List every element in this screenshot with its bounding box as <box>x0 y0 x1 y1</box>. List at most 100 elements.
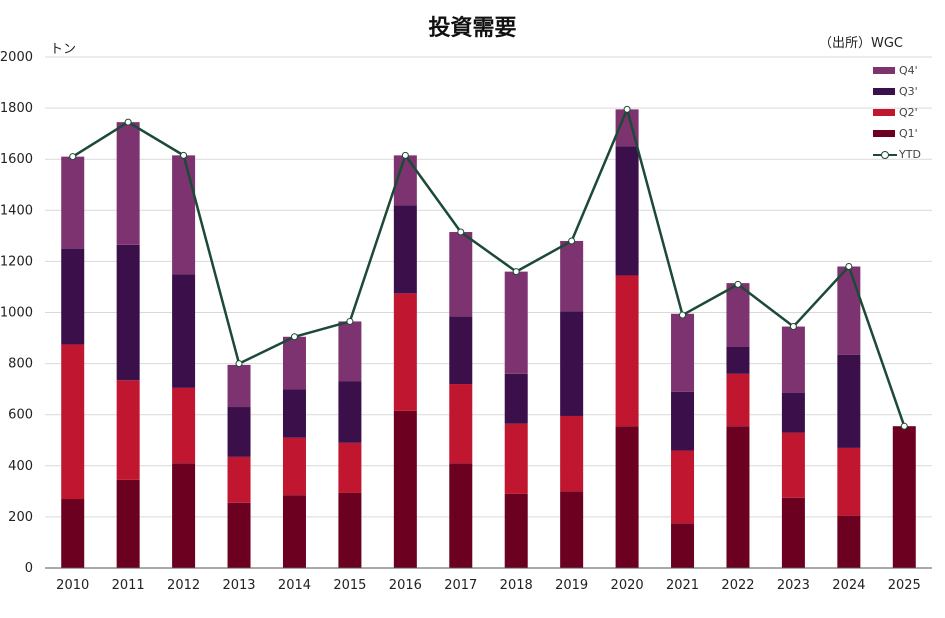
bar-2020-q3 <box>615 146 639 276</box>
bar-2014-q3 <box>282 389 306 438</box>
bar-2020-q4 <box>615 109 639 147</box>
y-tick-label: 1000 <box>0 306 33 321</box>
legend-swatch-q1 <box>873 130 895 137</box>
bar-2012-q2 <box>172 387 196 464</box>
legend-item-q4: Q4' <box>873 60 943 81</box>
ytd-point-2013 <box>235 360 243 368</box>
bar-2016-q3 <box>393 205 417 294</box>
bar-2010-q3 <box>61 248 85 345</box>
bar-2019-q2 <box>560 415 584 492</box>
bar-2024-q2 <box>837 447 861 516</box>
bar-2010-q1 <box>61 499 85 568</box>
source-note: （出所）WGC <box>818 36 903 51</box>
ytd-point-2010 <box>69 153 77 161</box>
ytd-point-2024 <box>845 263 853 271</box>
bar-2020-q2 <box>615 275 639 427</box>
bar-2024-q4 <box>837 266 861 355</box>
ytd-line <box>72 108 906 427</box>
x-tick-label: 2022 <box>721 578 754 593</box>
bar-2018-q3 <box>504 373 528 424</box>
ytd-point-2019 <box>568 237 576 245</box>
x-tick-label: 2016 <box>389 578 422 593</box>
bar-2013-q4 <box>227 364 251 408</box>
x-tick-label: 2021 <box>666 578 699 593</box>
x-tick-label: 2017 <box>444 578 477 593</box>
bar-2012-q4 <box>172 155 196 275</box>
legend-label-q1: Q1' <box>899 127 918 140</box>
legend-label-ytd: YTD <box>899 148 921 161</box>
bar-2014-q4 <box>282 336 306 390</box>
legend-label-q2: Q2' <box>899 106 918 119</box>
x-tick-label: 2018 <box>500 578 533 593</box>
x-tick-label: 2014 <box>278 578 311 593</box>
x-tick-label: 2025 <box>888 578 921 593</box>
y-tick-label: 400 <box>8 459 33 474</box>
bar-2016-q4 <box>393 155 417 206</box>
y-tick-label: 1800 <box>0 101 33 116</box>
legend-label-q3: Q3' <box>899 85 918 98</box>
legend-item-q1: Q1' <box>873 123 943 144</box>
bar-2020-q1 <box>615 426 639 568</box>
bar-2021-q1 <box>671 523 695 568</box>
bar-2011-q3 <box>116 244 140 381</box>
bar-2011-q1 <box>116 479 140 568</box>
bar-2022-q4 <box>726 283 750 347</box>
legend-swatch-q2 <box>873 109 895 116</box>
bar-2017-q3 <box>449 316 473 385</box>
ytd-point-2012 <box>180 151 188 159</box>
x-tick-label: 2010 <box>56 578 89 593</box>
bar-2015-q4 <box>338 321 362 382</box>
bar-2017-q4 <box>449 232 473 317</box>
x-tick-label: 2019 <box>555 578 588 593</box>
bar-2012-q1 <box>172 463 196 568</box>
chart-title: 投資需要 <box>428 16 517 41</box>
ytd-point-2017 <box>457 228 465 236</box>
bar-2018-q2 <box>504 423 528 494</box>
bar-2018-q4 <box>504 271 528 374</box>
bar-2021-q3 <box>671 391 695 451</box>
bar-2024-q1 <box>837 515 861 568</box>
bar-2015-q1 <box>338 492 362 568</box>
legend-swatch-q3 <box>873 88 895 95</box>
x-tick-label: 2024 <box>832 578 865 593</box>
ytd-point-2016 <box>401 151 409 159</box>
legend-label-q4: Q4' <box>899 64 918 77</box>
y-tick-label: 800 <box>8 357 33 372</box>
bar-2019-q3 <box>560 311 584 416</box>
bar-2015-q3 <box>338 381 362 443</box>
bar-2011-q4 <box>116 122 140 245</box>
bar-2017-q2 <box>449 384 473 464</box>
bar-2019-q4 <box>560 240 584 312</box>
bar-2022-q3 <box>726 346 750 374</box>
bar-2012-q3 <box>172 274 196 388</box>
y-axis-unit: トン <box>50 42 77 57</box>
legend-swatch-q4 <box>873 67 895 74</box>
y-tick-label: 200 <box>8 510 33 525</box>
x-tick-label: 2013 <box>222 578 255 593</box>
bar-2023-q3 <box>781 392 805 433</box>
bar-2015-q2 <box>338 442 362 493</box>
bar-2018-q1 <box>504 493 528 568</box>
ytd-point-2011 <box>124 118 132 126</box>
ytd-point-2018 <box>512 268 520 276</box>
legend-swatch-ytd <box>873 150 897 160</box>
bar-2014-q1 <box>282 495 306 568</box>
ytd-point-2025 <box>900 422 908 430</box>
bar-2013-q2 <box>227 456 251 503</box>
legend-item-q3: Q3' <box>873 81 943 102</box>
bar-2016-q2 <box>393 293 417 411</box>
bar-2023-q2 <box>781 432 805 498</box>
bar-2011-q2 <box>116 380 140 480</box>
ytd-point-2014 <box>290 333 298 341</box>
legend-item-q2: Q2' <box>873 102 943 123</box>
bar-2022-q1 <box>726 426 750 568</box>
y-tick-label: 1200 <box>0 254 33 269</box>
bar-2024-q3 <box>837 354 861 448</box>
x-tick-label: 2020 <box>611 578 644 593</box>
bar-2013-q1 <box>227 502 251 568</box>
y-tick-label: 1400 <box>0 203 33 218</box>
ytd-point-2015 <box>346 317 354 325</box>
bar-2021-q4 <box>671 313 695 392</box>
x-tick-label: 2012 <box>167 578 200 593</box>
